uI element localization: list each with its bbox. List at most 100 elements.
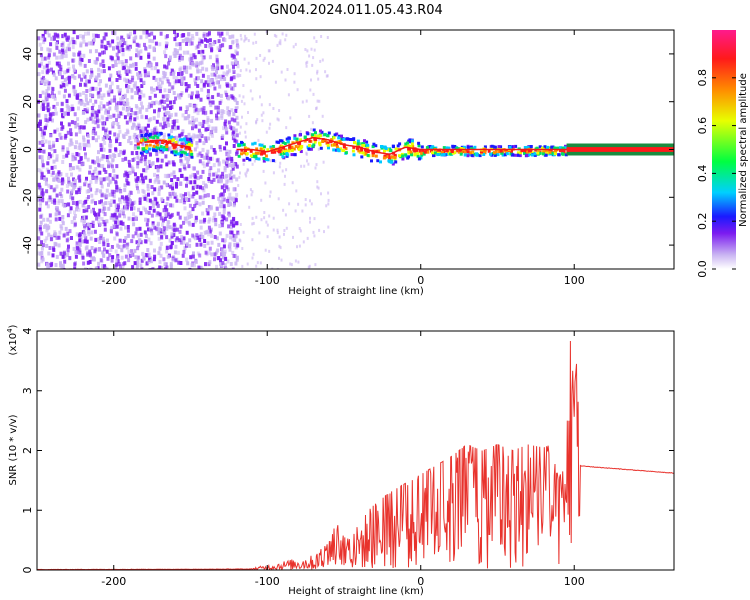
heatmap-cell [289,262,292,266]
heatmap-cell [235,139,239,144]
heatmap-cell [195,141,199,145]
heatmap-cell [143,42,146,47]
heatmap-cell [45,79,49,84]
heatmap-cell [128,164,132,168]
heatmap-cell [293,153,297,157]
heatmap-cell [227,224,231,229]
heatmap-cell [205,155,209,160]
heatmap-cell [202,110,205,115]
heatmap-cell [406,156,410,160]
heatmap-cell [41,90,45,95]
heatmap-cell [216,92,220,97]
heatmap-cell [172,71,175,76]
heatmap-cell [215,65,218,70]
heatmap-cell [330,138,334,142]
heatmap-cell [226,198,230,203]
heatmap-cell [286,139,290,143]
heatmap-cell [207,160,211,165]
heatmap-cell [110,199,114,204]
heatmap-cell [164,148,168,151]
heatmap-cell [442,153,446,156]
heatmap-cell [100,199,103,204]
heatmap-cell [230,53,234,58]
heatmap-cell [164,124,168,129]
heatmap-cell [98,208,102,213]
heatmap-cell [157,191,161,196]
heatmap-cell [403,144,407,148]
heatmap-cell [115,164,119,169]
heatmap-cell [211,100,215,105]
heatmap-cell [284,213,287,217]
heatmap-cell [53,165,57,170]
heatmap-cell [94,49,98,54]
heatmap-cell [55,46,59,50]
heatmap-cell [542,150,546,154]
heatmap-cell [201,169,205,174]
heatmap-cell [553,152,557,156]
heatmap-cell [90,70,94,75]
heatmap-cell [178,138,182,142]
heatmap-cell [222,209,226,214]
heatmap-cell [145,146,148,150]
heatmap-cell [161,222,165,227]
heatmap-cell [60,187,64,192]
snr-x-ticks: -200 -100 0 100 [101,331,585,588]
heatmap-cell [284,148,288,152]
heatmap-cell [154,66,157,71]
heatmap-cell [66,213,70,218]
heatmap-cell [224,124,228,129]
heatmap-cell [66,231,70,236]
heatmap-cell [242,162,245,166]
heatmap-cell [213,72,217,77]
heatmap-cell [141,251,145,256]
heatmap-cell [114,249,118,254]
heatmap-cell [63,70,66,75]
heatmap-cell [98,87,102,92]
heatmap-cell [469,151,473,155]
heatmap-cell [223,121,227,126]
heatmap-cell [158,77,162,82]
heatmap-cell [123,173,127,178]
heatmap-cell [99,233,103,238]
heatmap-cell [211,95,215,100]
heatmap-cell [72,30,76,35]
heatmap-cell [74,124,78,129]
heatmap-cell [114,63,118,67]
heatmap-cell [116,41,120,46]
heatmap-cell [101,121,105,126]
heatmap-cell [166,196,170,201]
heatmap-cell [134,126,138,131]
heatmap-cell [135,115,139,120]
heatmap-cell [172,162,176,167]
heatmap-cell [51,87,55,92]
heatmap-cell [242,230,245,234]
heatmap-cell [136,246,140,251]
heatmap-cell [126,45,130,50]
heatmap-cell [184,192,187,197]
heatmap-cell [68,209,72,214]
heatmap-cell [43,56,47,61]
heatmap-cell [298,244,301,248]
heatmap-cell [232,64,235,69]
heatmap-cell [154,142,158,146]
heatmap-cell [453,151,457,155]
heatmap-cell [39,214,43,219]
heatmap-cell [161,125,165,130]
heatmap-cell [335,132,339,136]
heatmap-cell [142,206,146,211]
heatmap-cell [185,176,189,181]
heatmap-cell [61,264,65,269]
heatmap-cell [89,187,93,192]
heatmap-cell [141,126,145,131]
heatmap-cell [147,148,151,153]
heatmap-cell [215,54,219,59]
heatmap-cell [236,121,240,126]
heatmap-cell [91,224,95,228]
heatmap-cell [259,148,263,151]
heatmap-cell [57,63,61,68]
heatmap-cell [73,214,77,218]
heatmap-cell [293,136,297,140]
heatmap-cell [84,31,87,36]
heatmap-cell [262,159,266,163]
heatmap-cell [126,225,130,229]
